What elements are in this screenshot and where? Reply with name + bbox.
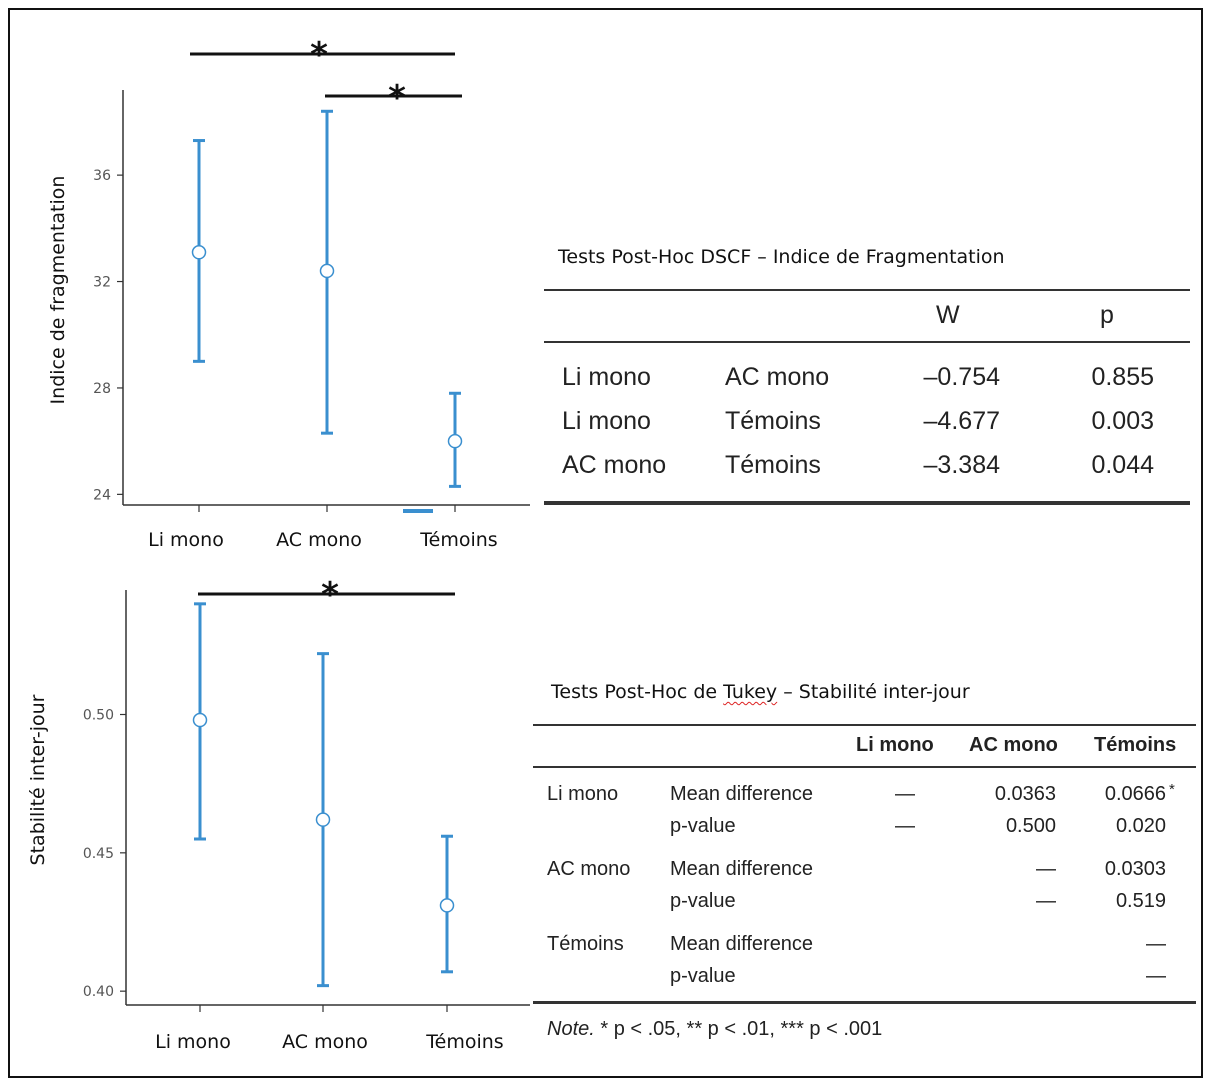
cell-w: –4.677 — [923, 407, 1000, 435]
x-tick-label: Li mono — [155, 1031, 231, 1053]
row-group-label: AC mono — [547, 858, 631, 880]
table-cell: — — [1036, 858, 1056, 880]
mean-point — [191, 245, 207, 260]
y-tick-label: 24 — [93, 487, 111, 503]
table-cell: — — [895, 783, 915, 805]
y-axis-label: Stabilité inter-jour — [27, 694, 49, 865]
title-part: Tests Post-Hoc de — [551, 681, 724, 703]
title-part: – Stabilité inter-jour — [777, 681, 970, 703]
table-title: Tests Post-Hoc de Tukey – Stabilité inte… — [551, 681, 970, 703]
table-cell: 0.519 — [1115, 890, 1166, 912]
table-rule — [544, 341, 1190, 343]
table-cell: 0.500 — [1005, 815, 1056, 837]
cell-group1: AC mono — [562, 451, 667, 479]
row-stat-label: p-value — [670, 965, 736, 987]
table-cell: — — [1036, 890, 1056, 912]
significance-marker: * — [1169, 781, 1175, 798]
table-title: Tests Post-Hoc DSCF – Indice de Fragment… — [558, 246, 1005, 268]
x-tick-label: Témoins — [425, 1031, 503, 1053]
header-temoins: Témoins — [1094, 734, 1177, 756]
table-cell: — — [1146, 933, 1166, 955]
table-rule — [533, 724, 1196, 726]
y-tick-label: 0.40 — [83, 984, 114, 1000]
table-rule — [544, 501, 1190, 505]
row-stat-label: Mean difference — [670, 933, 814, 955]
table-rule — [544, 289, 1190, 291]
header-ac-mono: AC mono — [969, 734, 1058, 756]
table-cell: 0.020 — [1115, 815, 1166, 837]
row-group-label: Témoins — [547, 933, 624, 955]
significance-star: * — [310, 35, 328, 75]
y-tick-label: 32 — [93, 275, 111, 291]
significance-star: * — [321, 575, 339, 615]
table-rule — [533, 766, 1196, 768]
cell-group2: Témoins — [725, 451, 821, 479]
mean-point — [192, 712, 208, 728]
y-tick-label: 0.50 — [83, 708, 114, 724]
table-cell: 0.0363 — [994, 783, 1056, 805]
table-cell: — — [1146, 965, 1166, 987]
table-note: Note. * p < .05, ** p < .01, *** p < .00… — [547, 1018, 882, 1041]
header-w: W — [936, 301, 960, 329]
mean-point — [447, 433, 463, 449]
row-stat-label: p-value — [670, 815, 736, 837]
table-cell: 0.0303 — [1104, 858, 1166, 880]
cell-w: –3.384 — [923, 451, 1000, 479]
mean-point — [319, 263, 335, 279]
header-li-mono: Li mono — [856, 734, 934, 756]
cell-group1: Li mono — [562, 407, 651, 435]
cell-group2: Témoins — [725, 407, 821, 435]
significance-star: * — [388, 78, 406, 118]
header-p: p — [1100, 301, 1114, 329]
cell-p: 0.855 — [1091, 363, 1154, 391]
x-tick-label: AC mono — [276, 529, 362, 551]
row-group-label: Li mono — [547, 783, 619, 805]
y-tick-label: 28 — [93, 381, 111, 397]
row-stat-label: Mean difference — [670, 858, 814, 880]
cell-p: 0.044 — [1091, 451, 1154, 479]
decorative-mark — [403, 509, 433, 513]
x-tick-label: AC mono — [282, 1031, 368, 1053]
title-part: Tukey — [723, 681, 778, 703]
cell-w: –0.754 — [923, 363, 1000, 391]
y-tick-label: 0.45 — [83, 846, 114, 862]
mean-point — [315, 812, 331, 827]
table-rule — [533, 1001, 1196, 1004]
table-cell: 0.0666 — [1104, 783, 1166, 805]
table-cell: — — [895, 815, 915, 837]
x-tick-label: Témoins — [419, 529, 497, 551]
row-stat-label: Mean difference — [670, 783, 814, 805]
y-axis-label: Indice de fragmentation — [47, 176, 69, 405]
mean-point — [439, 898, 455, 913]
cell-group1: Li mono — [562, 363, 651, 391]
note-label: Note. — [547, 1018, 595, 1040]
note-text: * p < .05, ** p < .01, *** p < .001 — [594, 1018, 883, 1040]
row-stat-label: p-value — [670, 890, 736, 912]
x-tick-label: Li mono — [148, 529, 224, 551]
y-tick-label: 36 — [93, 168, 111, 184]
cell-p: 0.003 — [1091, 407, 1154, 435]
cell-group2: AC mono — [725, 363, 830, 391]
